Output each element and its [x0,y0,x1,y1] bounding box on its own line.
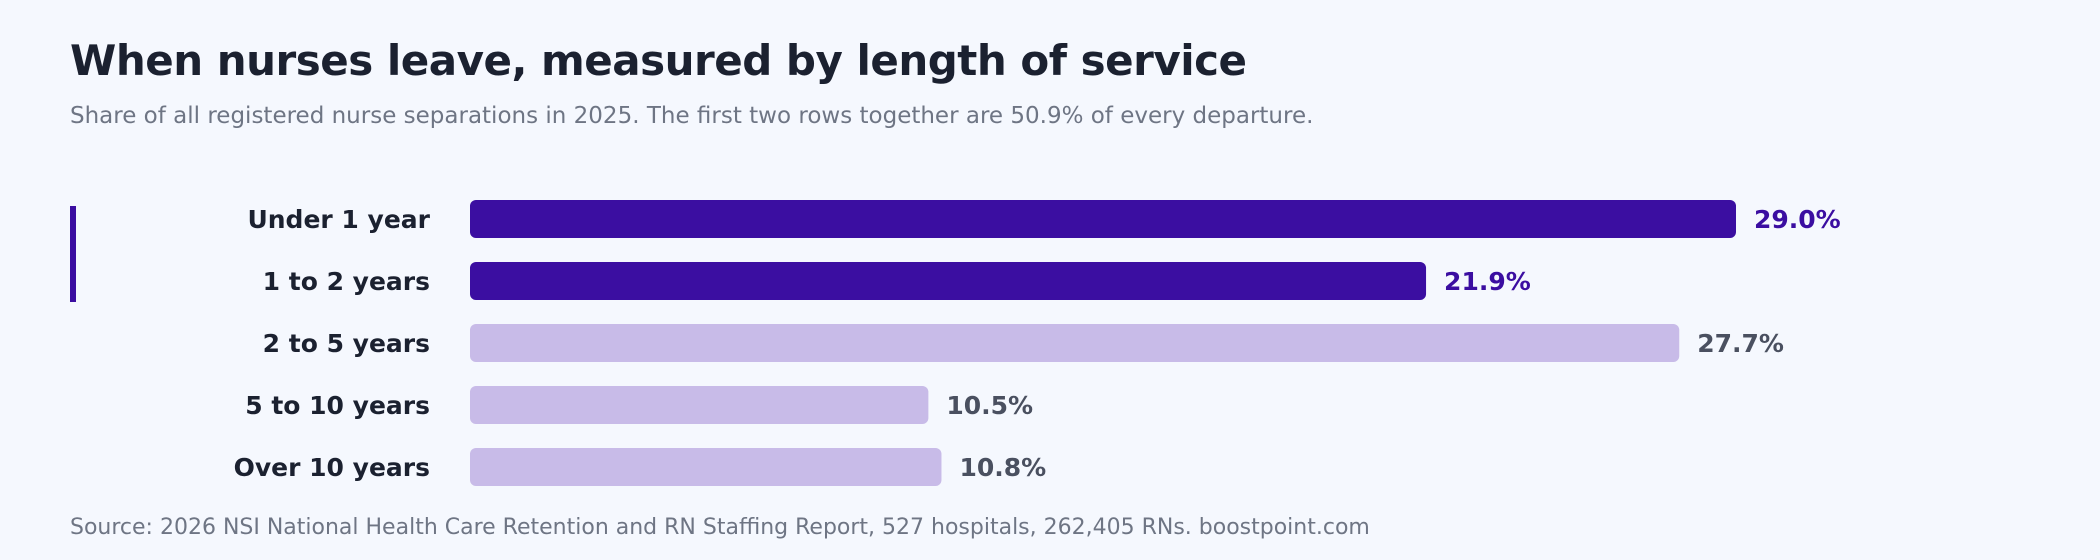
category-label: 5 to 10 years [245,391,430,420]
bar [470,324,1680,362]
bar [470,386,929,424]
value-label: 10.8% [959,453,1046,482]
bar-chart: Under 1 year 29.0% 1 to 2 years 21.9% 2 to 5… [70,200,1841,486]
category-label: Under 1 year [247,205,430,234]
category-label: 2 to 5 years [263,329,430,358]
value-label: 21.9% [1444,267,1531,296]
bar [470,448,942,486]
chart-title: When nurses leave, measured by length of… [70,36,1247,85]
value-label: 10.5% [946,391,1033,420]
category-label: Over 10 years [234,453,430,482]
chart-subtitle: Share of all registered nurse separation… [70,103,1314,129]
highlight-accent-rule [70,206,76,302]
category-label: 1 to 2 years [263,267,430,296]
value-label: 27.7% [1697,329,1784,358]
value-label: 29.0% [1754,205,1841,234]
bar [470,262,1427,300]
bar [470,200,1736,238]
source-note: Source: 2026 NSI National Health Care Re… [70,515,1370,540]
